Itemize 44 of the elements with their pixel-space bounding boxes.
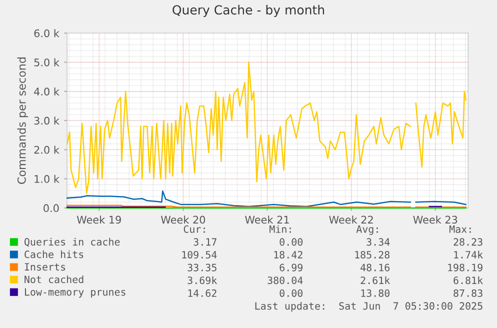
y-axis-title: Commands per second bbox=[17, 58, 28, 184]
text: Avg: bbox=[356, 225, 378, 235]
text: Max: bbox=[449, 225, 471, 233]
text: Last update: Sat Jun 7 05:30:00 2025 bbox=[255, 302, 482, 312]
x-tick-label: Week 22 bbox=[329, 216, 373, 224]
text: 33.35 bbox=[188, 264, 216, 272]
text: 3.69k bbox=[188, 276, 218, 284]
text: Min: bbox=[270, 225, 291, 233]
legend-label: Low-memory prunes bbox=[24, 288, 126, 298]
text: 14.62 bbox=[188, 289, 216, 297]
text: 28.23 bbox=[454, 238, 482, 246]
y-tick-label: 5.0 k bbox=[34, 58, 60, 66]
text: 6.81k bbox=[454, 276, 483, 284]
text: 380.04 bbox=[268, 276, 303, 284]
text: 198.19 bbox=[448, 264, 482, 272]
legend-label: Cache hits bbox=[24, 250, 84, 258]
text: 18.42 bbox=[274, 250, 302, 259]
text: 185.28 bbox=[355, 250, 390, 259]
y-tick-label: 2.0 k bbox=[34, 146, 60, 154]
x-tick-label: Week 21 bbox=[245, 216, 289, 224]
text: 3.17 bbox=[194, 238, 216, 246]
y-tick-label: 3.0 k bbox=[34, 116, 60, 125]
y-tick-label: 1.0 k bbox=[34, 174, 60, 183]
text: Cur: bbox=[184, 225, 205, 233]
text: 3.34 bbox=[366, 238, 390, 246]
legend-label: Inserts bbox=[24, 263, 66, 271]
chart-title: Query Cache - by month bbox=[172, 4, 324, 18]
text: 87.83 bbox=[454, 289, 482, 297]
text: 13.80 bbox=[361, 289, 390, 297]
text: 1.74k bbox=[454, 250, 483, 258]
text: 109.54 bbox=[182, 250, 217, 259]
x-tick-label: Week 19 bbox=[76, 216, 121, 224]
text: 0.00 bbox=[280, 289, 303, 297]
legend-label: Queries in cache bbox=[24, 238, 120, 247]
x-tick-label: Week 20 bbox=[160, 216, 206, 224]
text: 2.61k bbox=[360, 276, 390, 284]
x-tick-label: Week 23 bbox=[413, 216, 458, 224]
legend-label: Not cached bbox=[24, 275, 84, 284]
text: 48.16 bbox=[360, 264, 390, 272]
y-tick-label: 6.0 k bbox=[34, 29, 60, 38]
y-tick-label: 0.0 bbox=[44, 204, 59, 212]
text: 6.99 bbox=[280, 264, 302, 272]
y-tick-label: 4.0 k bbox=[34, 87, 60, 96]
text: 0.00 bbox=[280, 238, 303, 246]
